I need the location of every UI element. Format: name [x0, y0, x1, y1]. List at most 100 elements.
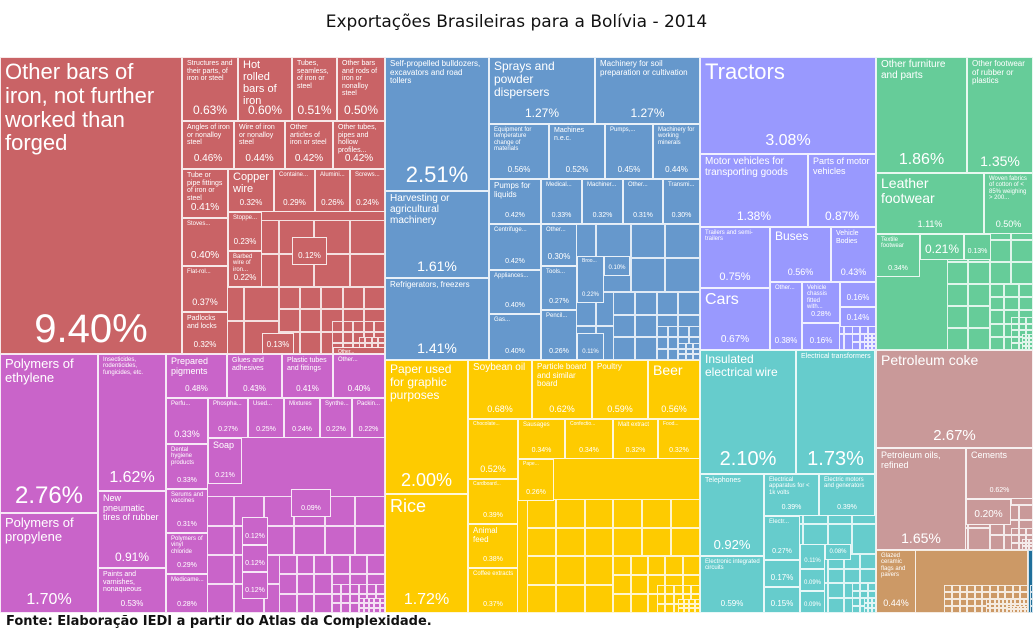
treemap-cell[interactable]: 0.09% [800, 591, 825, 613]
treemap-cell[interactable]: Buses 0.56% [770, 227, 831, 282]
treemap-cell[interactable]: Serums and vaccines 0.31% [166, 489, 208, 533]
treemap-cell[interactable]: Petroleum coke 2.67% [876, 350, 1033, 448]
treemap-cell[interactable]: Other... 0.30% [541, 224, 577, 266]
treemap-cell[interactable]: Copper wire 0.32% [228, 169, 274, 212]
treemap-cell[interactable]: Other... 0.31% [623, 179, 663, 224]
treemap-cell[interactable]: Prepared pigments 0.48% [166, 354, 227, 398]
treemap-cell[interactable]: Pumps,... 0.45% [605, 124, 653, 179]
treemap-cell[interactable]: Refrigerators, freezers 1.41% [385, 278, 489, 360]
treemap-cell[interactable]: Beer 0.56% [648, 360, 700, 419]
treemap-cell[interactable]: Containe... 0.29% [274, 169, 315, 212]
treemap-cell[interactable]: Electrical transformers 1.73% [796, 350, 875, 474]
treemap-cell[interactable]: 0.12% [242, 545, 268, 572]
treemap-cell[interactable]: Chocolate... 0.52% [468, 419, 518, 479]
treemap-cell[interactable]: Wire of iron or nonalloy steel 0.44% [234, 121, 285, 169]
treemap-cell[interactable]: Vehicle Bodies 0.43% [831, 227, 876, 282]
treemap-cell[interactable]: Packin... 0.22% [352, 398, 385, 438]
treemap-cell[interactable]: Paper used for graphic purposes 2.00% [385, 360, 468, 494]
treemap-cell[interactable]: Cements 0.62% [966, 448, 1033, 499]
treemap-cell[interactable]: Dental hygiene products 0.33% [166, 444, 208, 489]
treemap-cell[interactable]: Barbed wire of iron... 0.22% [228, 251, 262, 287]
treemap-cell[interactable]: Vehicle chassis fitted with... 0.28% [802, 282, 840, 323]
treemap-cell[interactable]: Telephones 0.92% [700, 474, 764, 556]
treemap-cell[interactable]: Broo... 0.22% [577, 256, 604, 303]
treemap-cell[interactable]: Alumini... 0.26% [315, 169, 350, 212]
treemap-cell[interactable]: Other footwear of rubber or plastics 1.35… [967, 57, 1033, 173]
treemap-cell[interactable]: Particle board and similar board 0.62% [532, 360, 592, 419]
treemap-cell[interactable]: Other... 0.38% [770, 282, 802, 350]
treemap-cell[interactable]: Coffee extracts 0.37% [468, 568, 518, 613]
treemap-cell[interactable]: Gas... 0.40% [489, 314, 541, 360]
treemap-cell[interactable]: Machiner... 0.32% [582, 179, 623, 224]
treemap-cell[interactable]: Cars 0.67% [700, 288, 770, 350]
treemap-cell[interactable]: Sprays and powder dispersers 1.27% [489, 57, 595, 124]
treemap-cell[interactable]: Stoves... 0.40% [182, 218, 228, 266]
treemap-cell[interactable]: Tools... 0.27% [541, 266, 577, 310]
treemap-cell[interactable]: Machinery for working minerals 0.44% [653, 124, 700, 179]
treemap-cell[interactable]: Transmi... 0.30% [663, 179, 700, 224]
treemap-cell[interactable]: Other... 0.40% [333, 354, 385, 398]
treemap-cell[interactable]: Petroleum oils, refined 1.65% [876, 448, 966, 550]
treemap-cell[interactable]: Soap 0.21% [208, 438, 242, 484]
treemap-cell[interactable]: Machines n.e.c. 0.52% [549, 124, 605, 179]
treemap-cell[interactable]: 0.20% [966, 499, 1011, 525]
treemap-cell[interactable]: Motor vehicles for transporting goods 1.3… [700, 154, 808, 227]
treemap-cell[interactable]: Textile footwear 0.34% [876, 234, 920, 277]
treemap-cell[interactable]: Malt extract 0.32% [613, 419, 658, 459]
treemap-cell[interactable]: Centrifuge... 0.42% [489, 224, 541, 270]
treemap-cell[interactable]: New pneumatic tires of rubber 0.91% [98, 491, 166, 568]
treemap-cell[interactable]: 0.12% [242, 572, 268, 599]
treemap-cell[interactable]: Mixtures 0.24% [284, 398, 320, 438]
treemap-cell[interactable]: Appliances... 0.40% [489, 270, 541, 314]
treemap-cell[interactable]: Insecticides, rodenticides, fungicides, … [98, 354, 166, 491]
treemap-cell[interactable]: Padlocks and locks 0.32% [182, 312, 228, 354]
treemap-cell[interactable]: Tubes, seamless, of iron or steel 0.51% [292, 57, 337, 121]
treemap-cell[interactable]: 0.14% [840, 307, 876, 327]
treemap-cell[interactable]: Leather footwear 1.11% [876, 173, 984, 234]
treemap-cell[interactable]: Soybean oil 0.68% [468, 360, 532, 419]
treemap-cell[interactable]: Electr... 0.27% [764, 516, 800, 560]
treemap-cell[interactable]: 0.12% [242, 517, 268, 545]
treemap-cell[interactable]: Other articles of iron or steel 0.42% [285, 121, 333, 169]
treemap-cell[interactable]: Screws... 0.24% [350, 169, 385, 212]
treemap-cell[interactable]: Other bars and rods of iron or nonalloy … [337, 57, 385, 121]
treemap-cell[interactable]: Glazed ceramic flags and pavers 0.44% [876, 550, 916, 613]
treemap-cell[interactable]: 0.12% [292, 237, 327, 265]
treemap-cell[interactable]: Tube or pipe fittings of iron or steel 0.… [182, 169, 228, 218]
treemap-cell[interactable]: Trailers and semi-trailers 0.75% [700, 227, 770, 288]
treemap-cell[interactable]: Sausages 0.34% [518, 419, 565, 459]
treemap-cell[interactable]: 0.11% [577, 333, 604, 360]
treemap-cell[interactable]: 0.13% [262, 333, 294, 354]
treemap-cell[interactable]: 0.15% [764, 587, 800, 613]
treemap-cell[interactable]: Other... [333, 347, 385, 354]
treemap-cell[interactable]: Plastic tubes and fittings 0.41% [282, 354, 333, 398]
treemap-cell[interactable]: Polymers of ethylene 2.76% [0, 354, 98, 513]
treemap-cell[interactable]: Angles of iron or nonalloy steel 0.46% [182, 121, 234, 169]
treemap-cell[interactable]: Parts of motor vehicles 0.87% [808, 154, 876, 227]
treemap-cell[interactable]: 0.09% [291, 489, 331, 517]
treemap-cell[interactable]: Insulated electrical wire 2.10% [700, 350, 796, 474]
treemap-cell[interactable]: Animal feed 0.38% [468, 524, 518, 568]
treemap-cell[interactable]: Pencil... 0.26% [541, 310, 577, 360]
treemap-cell[interactable]: Structures and their parts, of iron or s… [182, 57, 238, 121]
treemap-cell[interactable]: Synthe... 0.22% [320, 398, 352, 438]
treemap-cell[interactable]: Pape... 0.26% [518, 459, 554, 501]
treemap-cell[interactable]: 0.08% [825, 544, 851, 560]
treemap-cell[interactable]: Self-propelled bulldozers, excavators an… [385, 57, 489, 191]
treemap-cell[interactable]: 0.11% [800, 544, 825, 569]
treemap-cell[interactable]: Perfu... 0.33% [166, 398, 208, 444]
treemap-cell[interactable]: Electronic integrated circuits 0.59% [700, 556, 764, 613]
treemap-cell[interactable]: 0.16% [840, 282, 876, 307]
treemap-cell[interactable]: Paints and varnishes, nonaqueous 0.53% [98, 568, 166, 613]
treemap-cell[interactable]: Machinery for soil preparation or cultiv… [595, 57, 700, 124]
treemap-cell[interactable]: 0.21% [920, 234, 964, 260]
treemap-cell[interactable]: Harvesting or agricultural machinery 1.61… [385, 191, 489, 278]
treemap-cell[interactable]: Other tubes, pipes and hollow profiles..… [333, 121, 385, 169]
treemap-cell[interactable]: Polymers of propylene 1.70% [0, 513, 98, 613]
treemap-cell[interactable]: Food... 0.32% [658, 419, 700, 459]
treemap-cell[interactable]: Rice 1.72% [385, 494, 468, 613]
treemap-cell[interactable]: Electrical apparatus for < 1k volts 0.39% [764, 474, 819, 516]
treemap-cell[interactable]: 0.17% [764, 560, 800, 587]
treemap-cell[interactable]: Equipment for temperature change of mate… [489, 124, 549, 179]
treemap-cell[interactable]: Other furniture and parts 1.86% [876, 57, 967, 173]
